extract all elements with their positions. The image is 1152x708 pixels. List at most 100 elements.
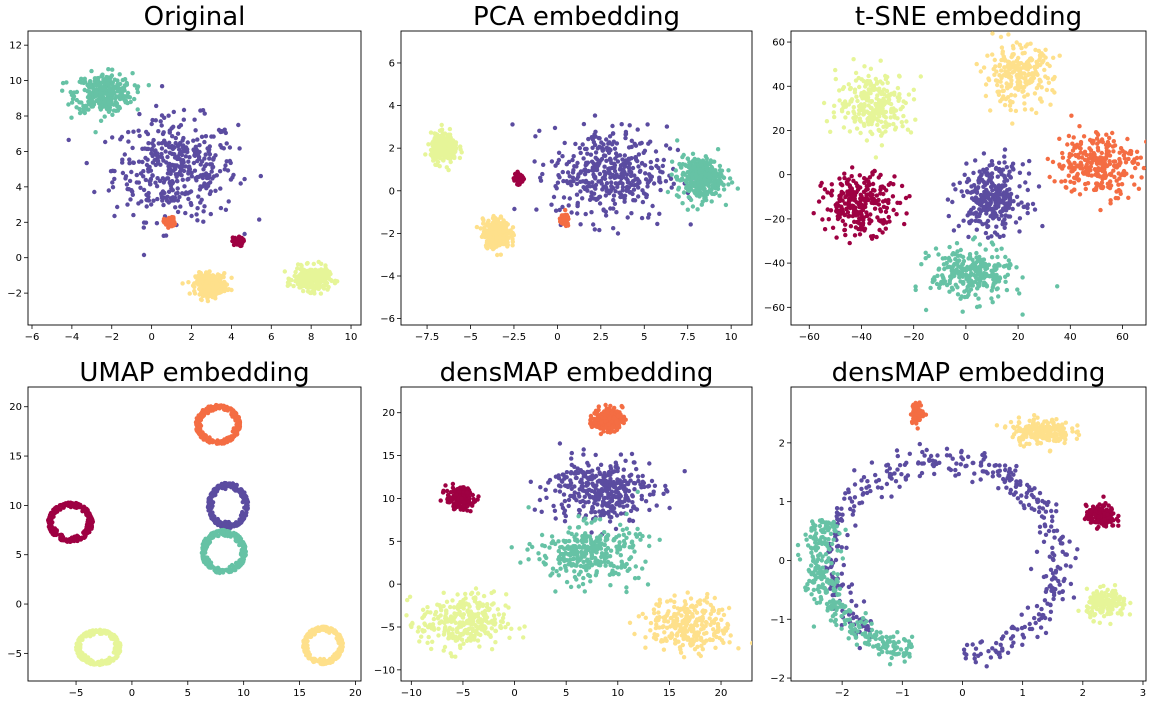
data-point [704, 159, 709, 165]
data-point [180, 145, 185, 150]
data-point [1114, 178, 1119, 183]
data-point [193, 176, 198, 181]
data-point [510, 239, 515, 244]
data-point [876, 127, 881, 133]
data-point [940, 275, 946, 280]
data-point [629, 211, 634, 216]
data-point [169, 126, 174, 131]
data-point [446, 156, 452, 161]
data-point [172, 152, 177, 157]
data-point [845, 110, 851, 116]
data-point [131, 160, 136, 165]
x-tick-label: 6 [268, 332, 274, 343]
data-point [639, 215, 645, 221]
data-point [976, 213, 982, 219]
data-point [995, 174, 1000, 179]
data-point [170, 195, 176, 200]
data-point [1040, 223, 1045, 229]
data-point [195, 206, 200, 211]
y-tick-label: −20 [764, 214, 785, 225]
data-point [238, 521, 243, 526]
data-point [321, 273, 326, 278]
data-point [555, 180, 561, 185]
data-point [203, 152, 208, 157]
data-point [428, 130, 434, 135]
data-point [144, 129, 149, 135]
data-point [842, 227, 847, 233]
x-tick-label: 4 [228, 332, 234, 343]
data-point [876, 175, 881, 180]
data-point [959, 265, 964, 271]
data-point [106, 67, 111, 72]
data-point [866, 73, 871, 79]
data-point [989, 255, 995, 260]
data-point [157, 178, 163, 184]
data-point [180, 149, 185, 154]
data-point [873, 155, 879, 160]
data-point [213, 188, 218, 193]
data-point [901, 99, 906, 104]
y-tick-label: 12 [9, 41, 22, 52]
data-point [186, 280, 191, 285]
data-point [293, 269, 298, 275]
data-point [628, 190, 633, 195]
data-point [166, 219, 171, 224]
data-point [494, 244, 499, 249]
data-point [239, 487, 244, 492]
data-point [111, 108, 117, 113]
data-point [1010, 121, 1015, 126]
data-point [257, 217, 262, 222]
data-point [892, 113, 897, 118]
data-point [1068, 179, 1073, 184]
y-tick-label: 4 [16, 182, 22, 193]
data-point [857, 116, 862, 121]
data-point [591, 161, 596, 166]
y-tick-label: 0 [779, 170, 785, 181]
data-point [956, 258, 962, 263]
y-tick-label: 0 [389, 186, 395, 197]
data-point [132, 83, 137, 88]
x-tick-label: −40 [851, 332, 872, 343]
data-point [585, 184, 590, 190]
data-point [930, 277, 936, 282]
data-point [669, 172, 674, 177]
data-point [1026, 62, 1032, 68]
data-point [109, 73, 115, 78]
data-point [911, 87, 916, 93]
data-point [222, 279, 227, 285]
data-point [654, 163, 659, 169]
data-point [980, 177, 985, 183]
data-point [839, 211, 844, 216]
data-point [115, 104, 120, 109]
y-tick-label: 5 [16, 550, 22, 561]
data-point [498, 252, 503, 257]
data-point [936, 266, 942, 271]
data-point [1037, 77, 1042, 83]
data-point [141, 174, 146, 179]
data-point [1007, 261, 1013, 267]
data-point [447, 126, 453, 132]
data-point [230, 235, 235, 240]
data-point [183, 154, 188, 159]
cluster-c3 [557, 207, 571, 229]
data-point [1034, 110, 1039, 116]
data-point [127, 161, 132, 166]
x-tick-label: 2 [188, 332, 194, 343]
y-tick-label: −5 [7, 649, 22, 660]
data-point [146, 83, 151, 88]
data-point [923, 250, 928, 255]
data-point [433, 162, 438, 167]
data-point [956, 271, 961, 276]
data-point [221, 146, 226, 151]
data-point [658, 180, 663, 185]
data-point [636, 152, 642, 157]
data-point [847, 184, 853, 189]
data-point [971, 170, 976, 176]
data-point [1008, 100, 1014, 105]
data-point [1028, 56, 1034, 61]
data-point [608, 206, 613, 211]
data-point [66, 102, 71, 107]
data-point [141, 252, 147, 258]
data-point [302, 278, 307, 283]
data-point [312, 268, 317, 274]
